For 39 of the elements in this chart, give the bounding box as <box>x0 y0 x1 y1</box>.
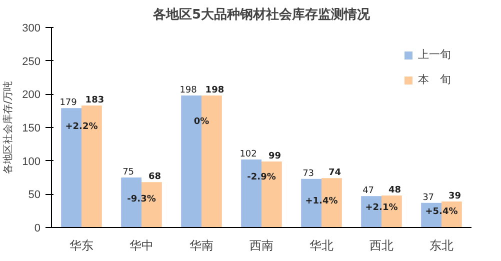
y-tick-label: 150 <box>22 122 41 134</box>
annotation: 0% <box>194 117 210 128</box>
annotation: -9.3% <box>127 194 156 204</box>
data-label: 37 <box>422 192 434 203</box>
data-label: 75 <box>122 168 134 178</box>
data-label: 39 <box>448 192 461 202</box>
y-tick-label: 0 <box>34 222 41 234</box>
data-label: 68 <box>148 172 161 182</box>
y-axis-title: 各地区社会库存/万吨 <box>2 80 14 174</box>
annotation: +2.1% <box>365 203 398 214</box>
data-label: 198 <box>205 86 224 96</box>
data-label: 102 <box>240 150 257 160</box>
data-label: 99 <box>268 152 281 162</box>
y-tick-label: 300 <box>22 22 41 34</box>
legend-label: 上一旬 <box>418 47 451 62</box>
data-label: 179 <box>60 98 78 108</box>
data-label: 47 <box>362 186 374 196</box>
x-tick-label: 华东 <box>70 238 94 252</box>
y-tick-label: 50 <box>28 189 41 202</box>
y-tick-label: 200 <box>22 89 41 102</box>
x-tick-label: 西北 <box>370 238 394 252</box>
data-label: 198 <box>180 86 198 96</box>
data-label: 48 <box>388 186 401 196</box>
x-tick-label: 华中 <box>130 238 154 252</box>
annotation: +1.4% <box>305 196 338 206</box>
annotation: +5.4% <box>425 207 458 218</box>
x-tick-label: 华北 <box>310 238 334 252</box>
data-label: 73 <box>302 168 314 179</box>
y-tick-label: 250 <box>22 56 41 68</box>
annotation: +2.2% <box>65 122 98 132</box>
legend-label: 本 旬 <box>418 72 451 87</box>
x-tick-label: 东北 <box>430 238 454 252</box>
x-tick-label: 华南 <box>190 238 214 252</box>
data-label: 74 <box>328 168 341 178</box>
annotation: -2.9% <box>247 172 276 182</box>
x-tick-label: 西南 <box>250 238 274 252</box>
data-label: 183 <box>85 96 104 106</box>
chart-title: 各地区5大品种钢材社会库存监测情况 <box>152 6 372 22</box>
y-tick-label: 100 <box>22 156 41 168</box>
